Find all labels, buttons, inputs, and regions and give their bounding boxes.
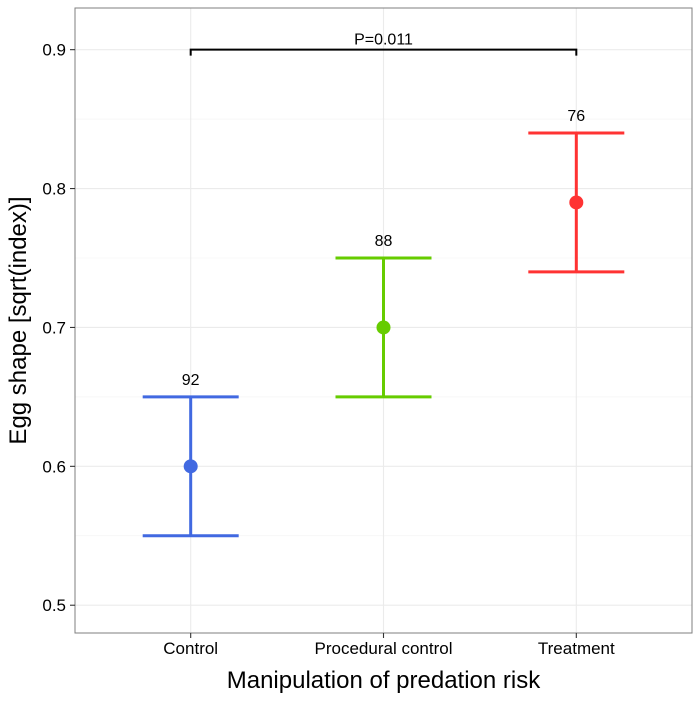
x-tick-label: Procedural control (315, 639, 453, 658)
y-tick-label: 0.6 (42, 457, 66, 476)
y-tick-label: 0.5 (42, 596, 66, 615)
data-marks: 92 88 76 (142, 108, 625, 538)
mean-point (183, 459, 198, 474)
x-axis-title: Manipulation of predation risk (227, 667, 542, 694)
x-tick-label: Control (163, 639, 218, 658)
y-axis-ticks: 0.5 0.6 0.7 0.8 0.9 (42, 41, 75, 615)
y-tick-label: 0.8 (42, 180, 66, 199)
x-axis-ticks: Control Procedural control Treatment (163, 633, 615, 658)
mean-point (376, 320, 391, 335)
mean-point (569, 195, 584, 210)
significance-bracket: P=0.011 (189, 32, 578, 56)
y-tick-label: 0.9 (42, 41, 66, 60)
sample-size-label: 76 (567, 108, 585, 125)
x-tick-label: Treatment (538, 639, 615, 658)
significance-label: P=0.011 (354, 32, 413, 49)
sample-size-label: 88 (375, 233, 393, 250)
significance-bracket-line (189, 48, 578, 56)
sample-size-label: 92 (182, 372, 200, 389)
y-axis-title: Egg shape [sqrt(index)] (5, 196, 32, 444)
y-tick-label: 0.7 (42, 318, 66, 337)
